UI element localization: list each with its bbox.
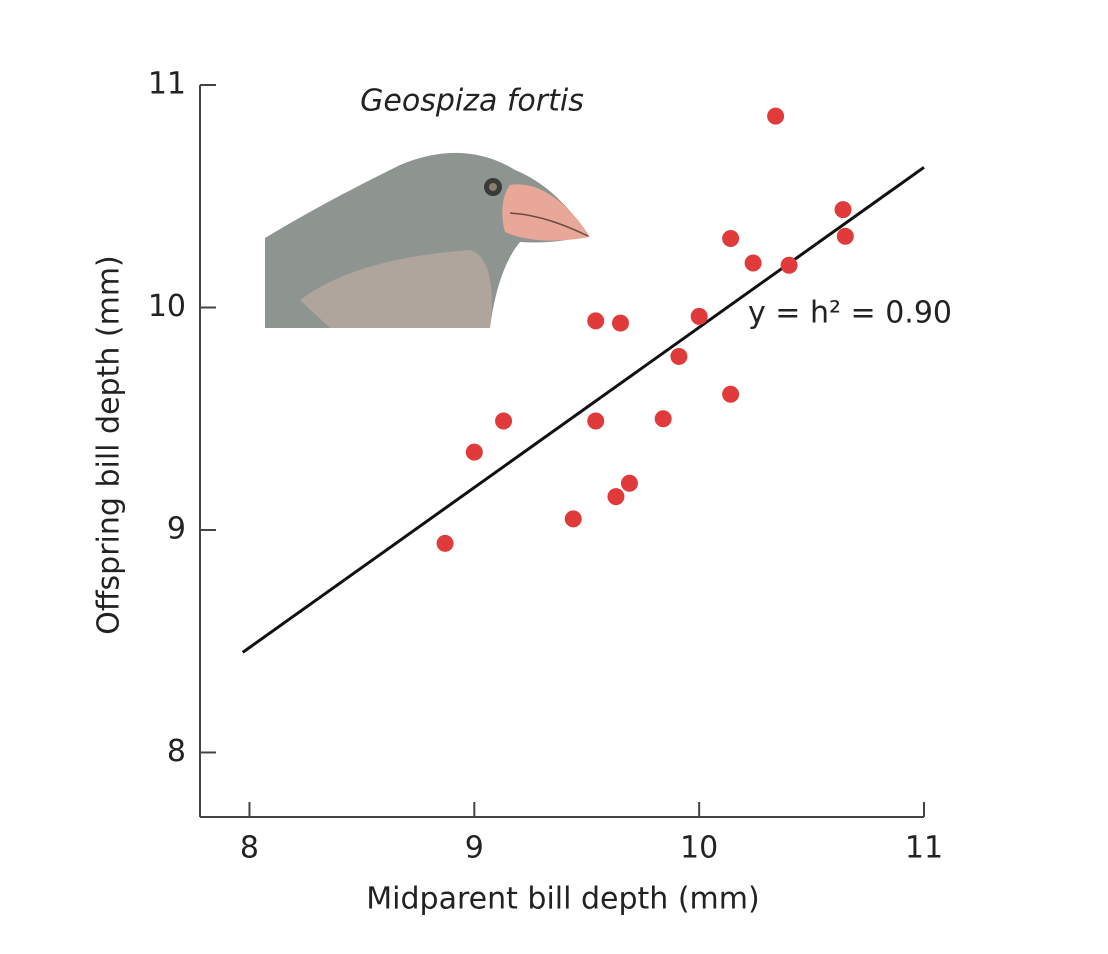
chart-title: Geospiza fortis bbox=[360, 84, 584, 119]
point bbox=[607, 488, 625, 506]
x-tick-label: 8 bbox=[240, 831, 259, 866]
point bbox=[564, 510, 582, 528]
y-tick-label: 11 bbox=[148, 67, 186, 102]
point bbox=[436, 534, 454, 552]
point bbox=[587, 312, 605, 330]
annotation: y = h² = 0.90 bbox=[748, 296, 952, 331]
point bbox=[780, 256, 798, 274]
point bbox=[690, 307, 708, 325]
point bbox=[654, 410, 672, 428]
point bbox=[611, 314, 629, 332]
x-tick-label: 9 bbox=[465, 831, 484, 866]
point bbox=[465, 443, 483, 461]
point bbox=[670, 347, 688, 365]
point bbox=[495, 412, 513, 430]
y-axis-label: Offspring bill depth (mm) bbox=[92, 255, 127, 635]
point bbox=[722, 385, 740, 403]
y-tick-label: 10 bbox=[148, 289, 186, 324]
x-tick-label: 11 bbox=[905, 831, 943, 866]
point bbox=[722, 230, 740, 248]
point bbox=[620, 474, 638, 492]
x-tick-label: 10 bbox=[680, 831, 718, 866]
point bbox=[836, 227, 854, 245]
fit-line bbox=[241, 166, 925, 654]
point bbox=[587, 412, 605, 430]
point bbox=[744, 254, 762, 272]
y-tick-label: 9 bbox=[167, 511, 186, 546]
y-tick-label: 8 bbox=[167, 734, 186, 769]
point bbox=[767, 107, 785, 125]
x-axis-label: Midparent bill depth (mm) bbox=[366, 882, 759, 917]
bird-illustration bbox=[265, 152, 590, 328]
point bbox=[834, 201, 852, 219]
